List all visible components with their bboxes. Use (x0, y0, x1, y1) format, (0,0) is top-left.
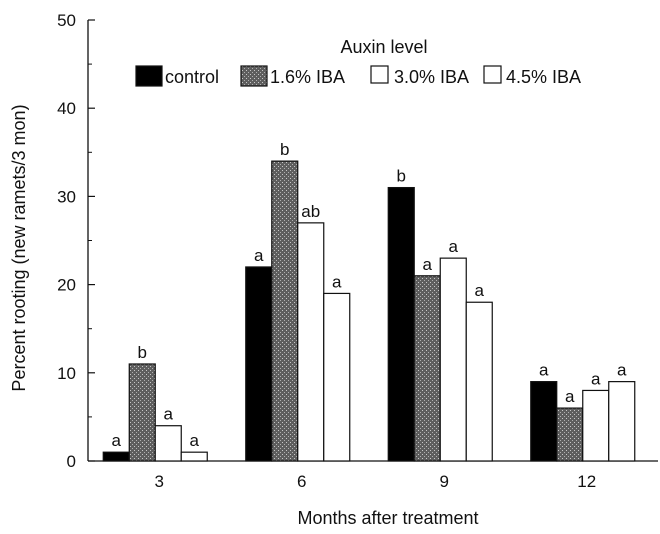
bar-data-label: a (164, 405, 174, 424)
bar-4-5-iba-6 (323, 292, 351, 462)
bar-data-label: a (332, 272, 342, 291)
bar-control-12 (530, 381, 558, 462)
y-tick-label: 0 (67, 452, 76, 471)
y-tick-label: 50 (57, 11, 76, 30)
bar-data-label: a (449, 237, 459, 256)
bar-data-label: a (617, 361, 627, 380)
legend-label: 1.6% IBA (270, 67, 345, 87)
bar-data-label: a (565, 387, 575, 406)
legend-title: Auxin level (340, 37, 427, 57)
legend-swatch (370, 65, 389, 84)
x-tick-label: 6 (297, 472, 306, 491)
bar-control-3 (102, 451, 130, 462)
bar-3-0-iba-6 (297, 222, 325, 462)
bar-data-label: b (280, 140, 289, 159)
bar-data-label: b (397, 167, 406, 186)
bars (102, 160, 636, 462)
y-tick-label: 40 (57, 99, 76, 118)
legend-swatch (240, 65, 268, 87)
legend-swatch (483, 65, 502, 84)
bar-1-6-iba-9 (413, 275, 441, 462)
legend: Auxin level control 1.6% IBA 3.0% IBA 4.5% … (135, 37, 581, 87)
x-tick-label: 12 (577, 472, 596, 491)
bar-4-5-iba-3 (180, 451, 208, 462)
bar-control-9 (387, 186, 415, 462)
bar-data-label: a (475, 281, 485, 300)
bar-data-label: b (138, 343, 147, 362)
bar-data-label: a (423, 255, 433, 274)
legend-label: 3.0% IBA (394, 67, 469, 87)
bar-1-6-iba-3 (128, 363, 156, 462)
bar-1-6-iba-6 (271, 160, 299, 462)
bar-data-label: a (112, 431, 122, 450)
bar-4-5-iba-9 (465, 301, 493, 462)
legend-label: control (165, 67, 219, 87)
x-axis-title: Months after treatment (297, 508, 478, 528)
bar-data-label: a (254, 246, 264, 265)
x-tick-label: 3 (155, 472, 164, 491)
bar-3-0-iba-9 (439, 257, 467, 462)
y-tick-label: 10 (57, 364, 76, 383)
bar-4-5-iba-12 (608, 381, 636, 462)
bar-data-label: a (591, 369, 601, 388)
x-tick-label: 9 (440, 472, 449, 491)
bar-data-label: a (539, 361, 549, 380)
bar-data-label: a (190, 431, 200, 450)
bar-3-0-iba-3 (154, 425, 182, 462)
bar-data-label: ab (301, 202, 320, 221)
legend-swatch (135, 65, 163, 87)
bar-1-6-iba-12 (556, 407, 584, 462)
bar-3-0-iba-12 (582, 389, 610, 462)
bar-control-6 (245, 266, 273, 462)
y-axis-title: Percent rooting (new ramets/3 mon) (9, 104, 29, 391)
y-tick-label: 20 (57, 276, 76, 295)
y-tick-label: 30 (57, 187, 76, 206)
legend-label: 4.5% IBA (506, 67, 581, 87)
